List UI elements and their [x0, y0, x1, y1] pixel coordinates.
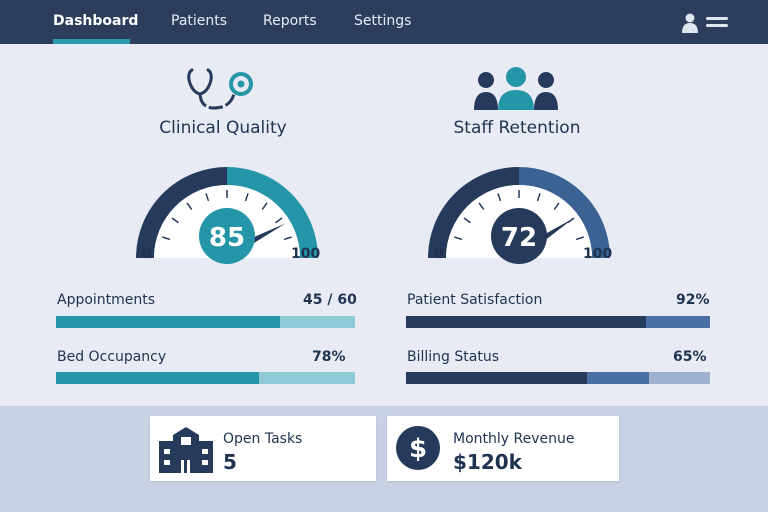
- staff-retention-gauge: 72: [428, 167, 610, 264]
- gauge-title-staff-retention: Staff Retention: [453, 118, 581, 138]
- billing-status-bar: [406, 372, 710, 384]
- appointments-bar: [56, 316, 355, 328]
- gauge-value-badge: [491, 208, 547, 264]
- team-icon: [474, 67, 558, 110]
- gauge-tick: [283, 236, 292, 241]
- gauge-tick: [454, 236, 463, 241]
- bar-segment: [56, 372, 260, 384]
- bar-segment: [259, 372, 355, 384]
- tab-patients[interactable]: Patients: [171, 13, 228, 29]
- gauge-title-clinical-quality: Clinical Quality: [159, 118, 287, 138]
- bed-occupancy-value: 78%: [312, 349, 346, 365]
- gauge-tick: [275, 217, 283, 224]
- bar-segment: [56, 316, 281, 328]
- open-tasks-card[interactable]: Open Tasks 5: [150, 416, 376, 481]
- gauge-max-label: 100: [291, 246, 321, 262]
- gauge-tick: [162, 236, 171, 241]
- gauge-max-label: 100: [583, 246, 613, 262]
- gauge-tick: [171, 217, 179, 224]
- bar-segment: [406, 316, 647, 328]
- clinical-quality-gauge: 85: [136, 167, 318, 264]
- gauge-tick: [186, 202, 193, 210]
- bar-segment: [649, 372, 710, 384]
- menu-icon[interactable]: [706, 17, 728, 31]
- gauge-arc-low: [136, 167, 228, 259]
- tab-dashboard[interactable]: Dashboard: [53, 13, 139, 29]
- gauge-tick: [478, 202, 485, 210]
- gauge-tick: [244, 193, 249, 202]
- monthly-revenue-value: $120k: [453, 450, 522, 474]
- bar-segment: [646, 316, 710, 328]
- dollar-icon: $: [396, 426, 440, 470]
- gauge-arc-low: [428, 167, 520, 259]
- active-tab-indicator: [53, 39, 130, 44]
- gauge-tick: [553, 202, 560, 210]
- gauge-value-badge: [199, 208, 255, 264]
- building-icon: [159, 427, 213, 473]
- gauge-tick: [575, 236, 584, 241]
- patient-satisfaction-bar: [406, 316, 710, 328]
- monthly-revenue-title: Monthly Revenue: [453, 431, 575, 447]
- patient-satisfaction-label: Patient Satisfaction: [407, 292, 543, 308]
- gauge-value: 72: [501, 223, 537, 253]
- bed-occupancy-label: Bed Occupancy: [57, 349, 167, 365]
- bed-occupancy-bar: [56, 372, 355, 384]
- gauge-arc-high: [518, 167, 610, 259]
- bar-segment: [406, 372, 587, 384]
- top-nav: Dashboard Patients Reports Settings: [0, 0, 768, 44]
- billing-status-label: Billing Status: [407, 349, 499, 365]
- svg-text:$: $: [409, 434, 427, 464]
- bar-segment: [280, 316, 355, 328]
- gauge-tick: [261, 202, 268, 210]
- gauge-tick: [497, 193, 502, 202]
- monthly-revenue-card[interactable]: $ Monthly Revenue $120k: [387, 416, 619, 481]
- tab-settings[interactable]: Settings: [354, 13, 412, 29]
- bar-segment: [586, 372, 650, 384]
- gauge-min-label: 0: [434, 246, 444, 262]
- gauge-min-label: 0: [142, 246, 152, 262]
- summary-area: [0, 406, 768, 512]
- billing-status-value: 65%: [673, 349, 707, 365]
- gauge-tick: [205, 193, 210, 202]
- appointments-label: Appointments: [57, 292, 156, 308]
- appointments-value: 45 / 60: [303, 292, 357, 308]
- gauge-tick: [536, 193, 541, 202]
- open-tasks-title: Open Tasks: [223, 431, 303, 447]
- stethoscope-icon: [187, 68, 253, 110]
- tab-reports[interactable]: Reports: [263, 13, 317, 29]
- patient-satisfaction-value: 92%: [676, 292, 710, 308]
- gauge-value: 85: [209, 223, 245, 253]
- user-icon[interactable]: [682, 13, 698, 33]
- open-tasks-value: 5: [223, 450, 237, 474]
- gauge-arc-high: [226, 167, 318, 259]
- gauge-tick: [463, 217, 471, 224]
